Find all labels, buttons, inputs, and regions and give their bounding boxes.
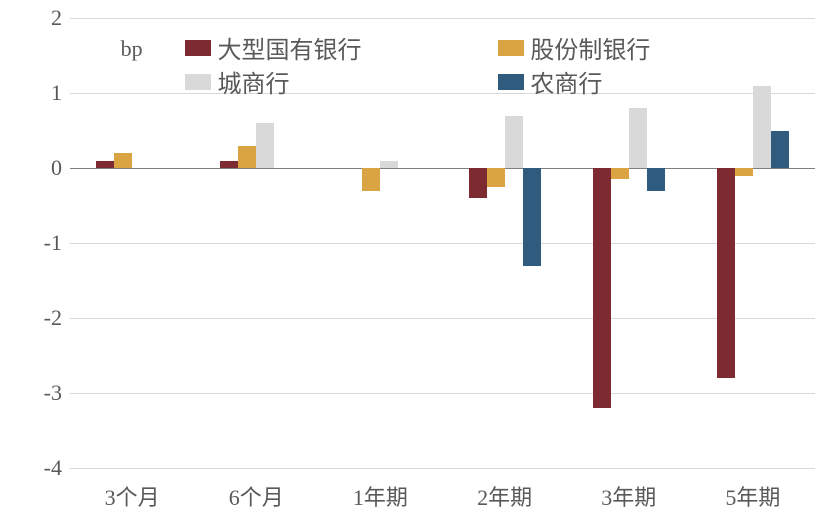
bar [753, 86, 771, 169]
legend-item: 股份制银行 [498, 30, 650, 65]
x-tick-label: 2年期 [477, 480, 532, 512]
x-tick-label: 1年期 [353, 480, 408, 512]
bar [523, 168, 541, 266]
gridline [70, 18, 815, 19]
y-tick-label: 2 [51, 5, 62, 31]
bar [611, 168, 629, 179]
legend-swatch-icon [185, 74, 211, 90]
bar [593, 168, 611, 408]
y-tick-label: -1 [44, 230, 62, 256]
bar [114, 153, 132, 168]
bar [717, 168, 735, 378]
legend-label: 股份制银行 [530, 30, 650, 65]
legend-swatch-icon [185, 40, 211, 56]
x-tick-label: 3年期 [601, 480, 656, 512]
legend-swatch-icon [498, 74, 524, 90]
y-tick-label: -2 [44, 305, 62, 331]
bar [505, 116, 523, 169]
legend-item: 城商行 [185, 64, 289, 99]
bar [238, 146, 256, 169]
bar [380, 161, 398, 169]
y-tick-label: 0 [51, 155, 62, 181]
y-tick-label: 1 [51, 80, 62, 106]
bar [96, 161, 114, 169]
legend-item: 农商行 [498, 64, 602, 99]
legend-label: 农商行 [530, 64, 602, 99]
bar [629, 108, 647, 168]
bar [735, 168, 753, 176]
bar [469, 168, 487, 198]
bar [487, 168, 505, 187]
gridline [70, 468, 815, 469]
x-tick-label: 5年期 [725, 480, 780, 512]
bar [647, 168, 665, 191]
gridline [70, 243, 815, 244]
bar-chart: -4 -3 -2 -1 0 1 2 3个月 6个月 1年期 2年期 3年期 5年期 bp 大型国有银行 股份制… [0, 0, 833, 523]
legend-swatch-icon [498, 40, 524, 56]
legend-item: 大型国有银行 [185, 30, 361, 65]
legend-label: 城商行 [217, 64, 289, 99]
bar [220, 161, 238, 169]
bar [256, 123, 274, 168]
gridline [70, 318, 815, 319]
x-axis-line [70, 168, 815, 169]
gridline [70, 393, 815, 394]
unit-label: bp [121, 36, 143, 62]
plot-area: -4-3-2-10123个月6个月1年期2年期3年期5年期bp大型国有银行股份制… [70, 18, 815, 468]
x-tick-label: 6个月 [229, 480, 284, 512]
bar [362, 168, 380, 191]
bar [771, 131, 789, 169]
legend-label: 大型国有银行 [217, 30, 361, 65]
y-tick-label: -3 [44, 380, 62, 406]
x-tick-label: 3个月 [105, 480, 160, 512]
gridline [70, 93, 815, 94]
y-tick-label: -4 [44, 455, 62, 481]
